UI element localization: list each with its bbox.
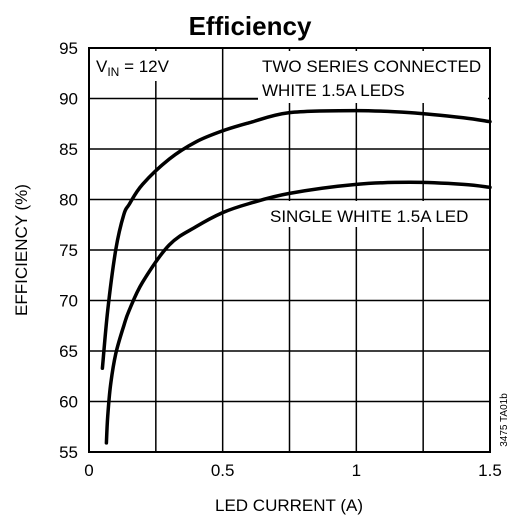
y-tick-label: 90 (59, 90, 78, 109)
series-line-2 (104, 180, 492, 445)
series-2-label-background (266, 201, 488, 227)
vin-label-background (91, 51, 183, 81)
y-tick-label: 75 (59, 241, 78, 260)
x-tick-label: 0 (84, 461, 93, 480)
series-1-label-line-1: TWO SERIES CONNECTED (262, 57, 481, 76)
y-tick-label: 80 (59, 191, 78, 210)
y-tick-label: 60 (59, 393, 78, 412)
chart-title: Efficiency (189, 11, 312, 41)
vin-label: VIN = 12V (96, 57, 170, 79)
series-lines (100, 108, 492, 445)
series-1-label: TWO SERIES CONNECTED WHITE 1.5A LEDS (258, 51, 488, 103)
y-tick-label: 55 (59, 443, 78, 462)
figure-code: 3475 TA01b (499, 393, 510, 447)
x-tick-label: 1 (352, 461, 361, 480)
x-tick-label: 1.5 (478, 461, 502, 480)
series-2-label: SINGLE WHITE 1.5A LED (266, 201, 488, 227)
series-1-label-line-2: WHITE 1.5A LEDS (262, 81, 405, 100)
x-axis-label: LED CURRENT (A) (215, 496, 363, 515)
y-axis-label: EFFICIENCY (%) (12, 184, 31, 316)
x-tick-labels: 0 0.5 1 1.5 (84, 461, 502, 480)
series-2-label-line-1: SINGLE WHITE 1.5A LED (270, 207, 468, 226)
x-tick-label: 0.5 (211, 461, 235, 480)
y-tick-label: 65 (59, 342, 78, 361)
y-tick-label: 85 (59, 140, 78, 159)
plot-frame (88, 47, 491, 453)
grid (88, 47, 491, 453)
series-line-1 (100, 108, 492, 370)
vin-label-box: VIN = 12V (91, 51, 183, 81)
series-1-label-background (258, 51, 488, 103)
y-tick-label: 70 (59, 292, 78, 311)
y-tick-label: 95 (59, 39, 78, 58)
y-tick-labels: 55 60 65 70 75 80 85 90 95 (59, 39, 78, 462)
